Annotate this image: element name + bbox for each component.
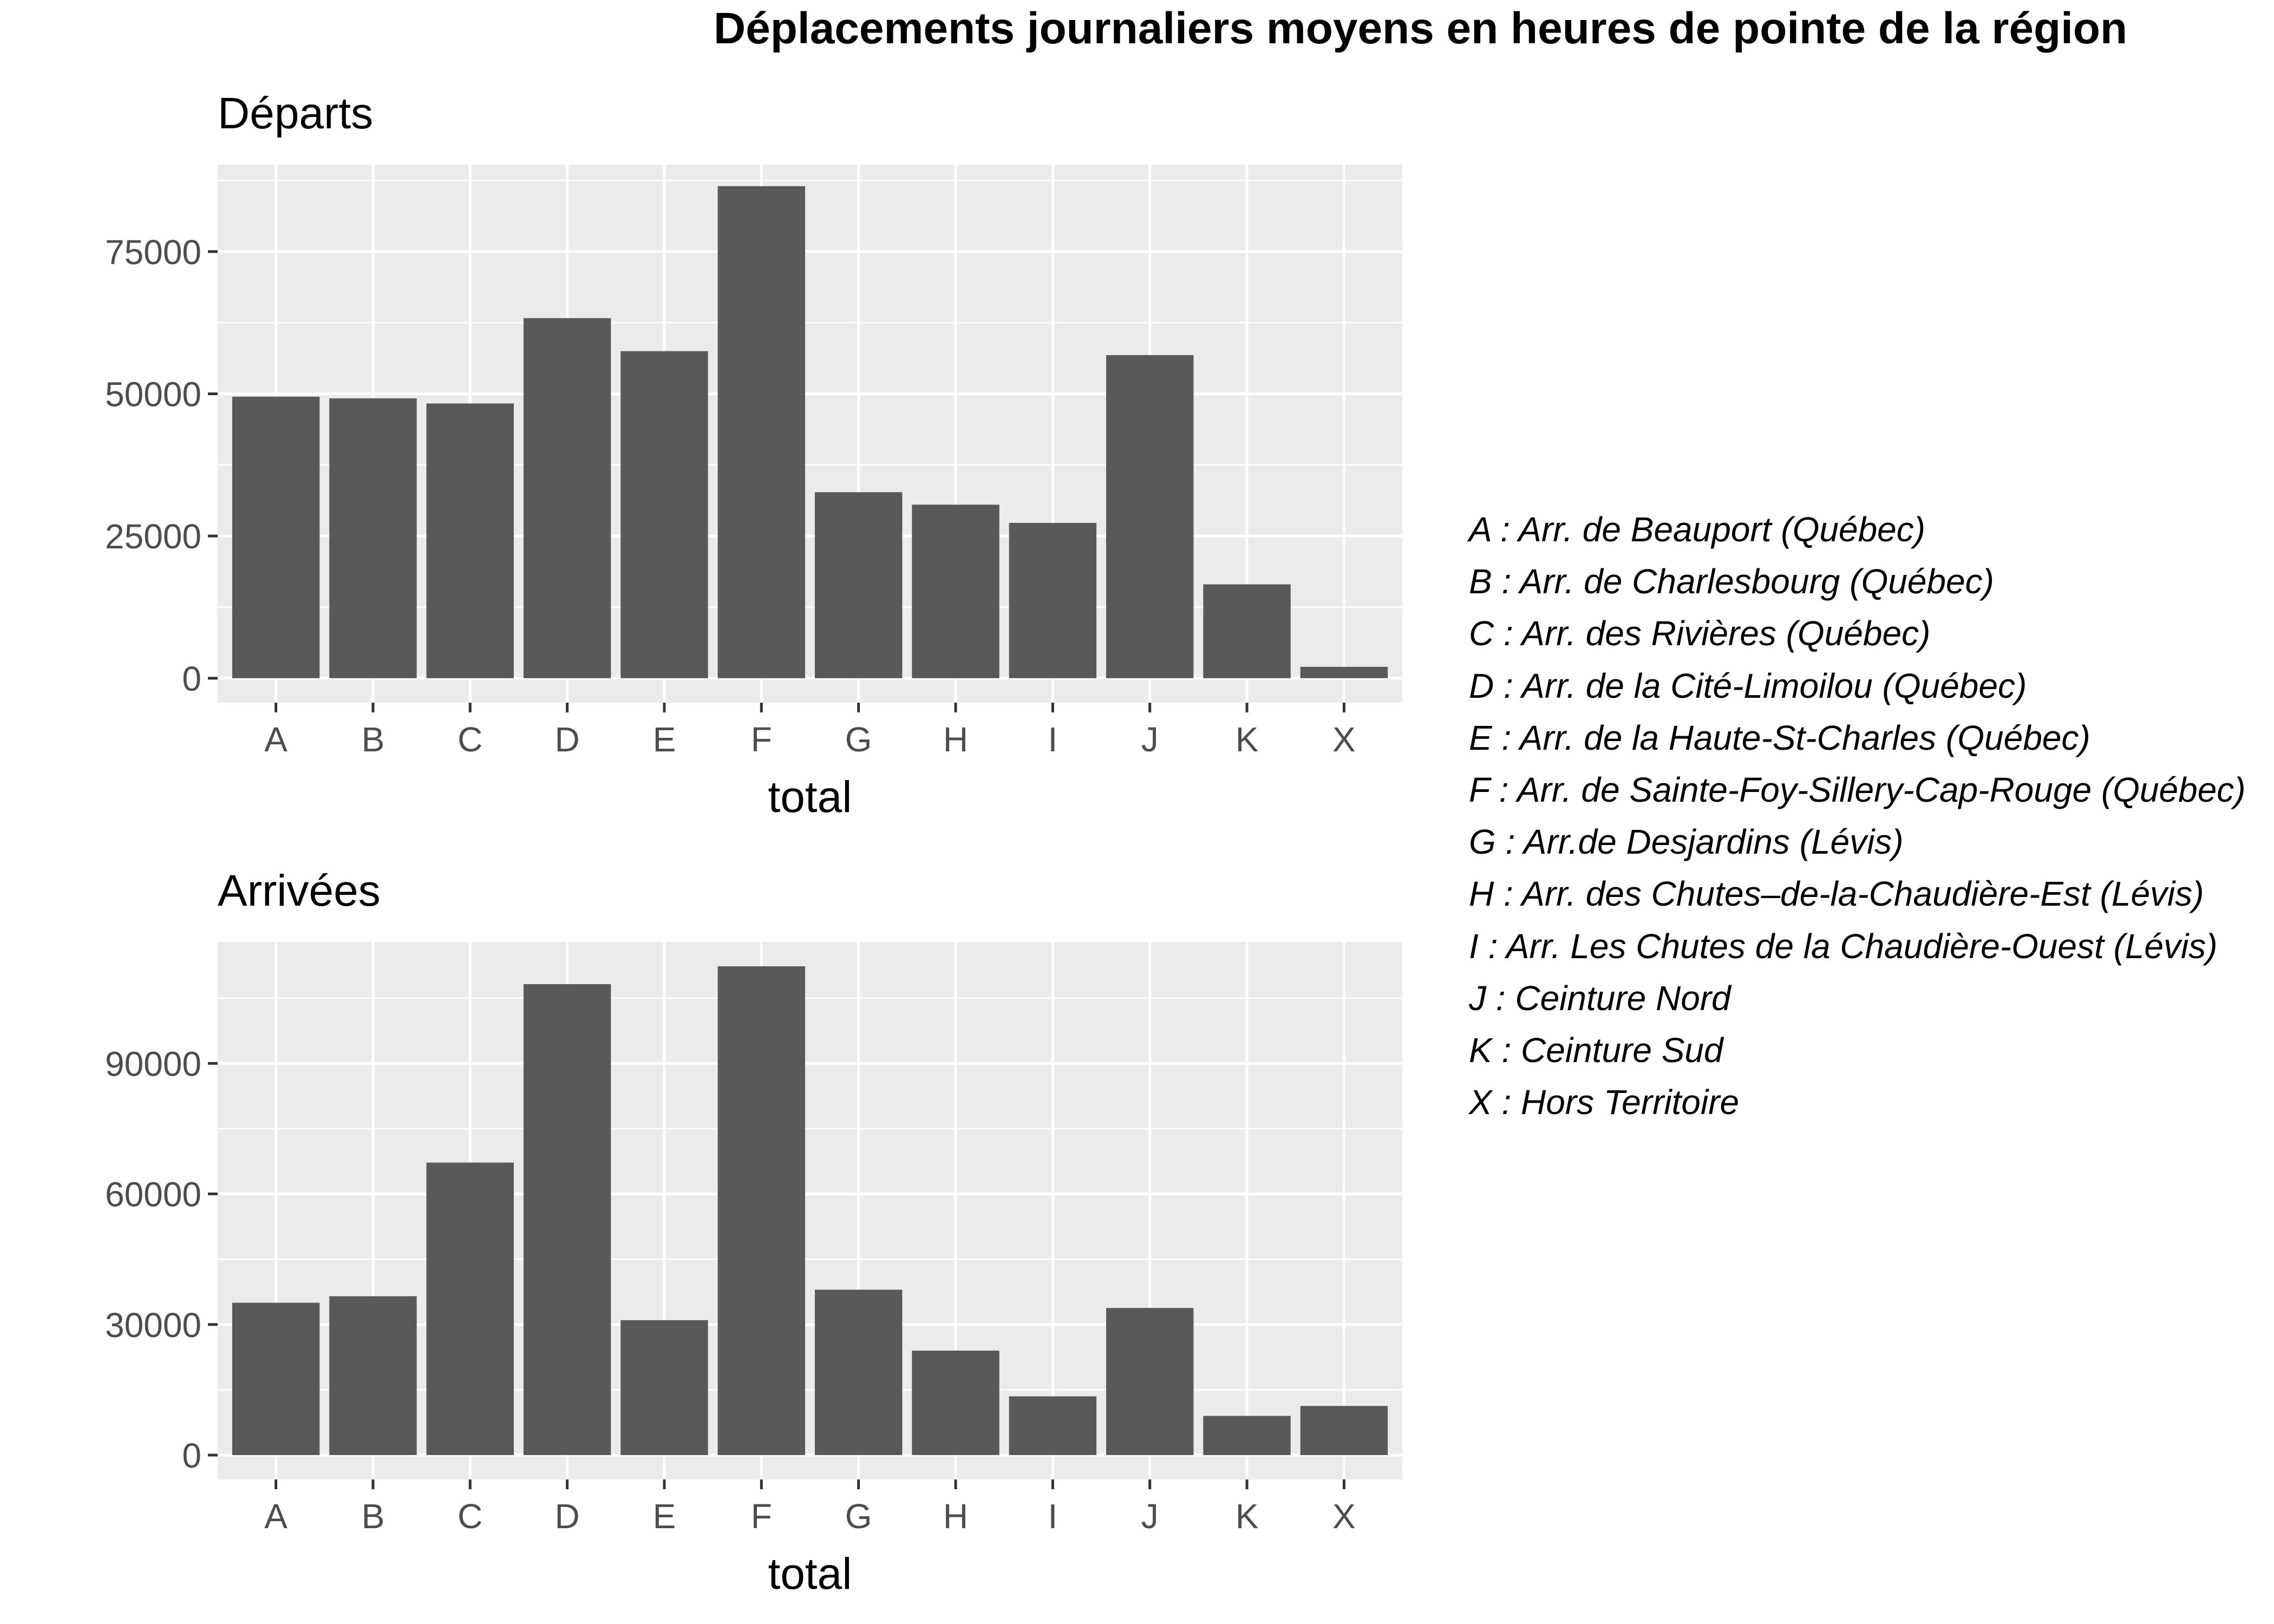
legend-item-h: H : Arr. des Chutes–de-la-Chaudière-Est … xyxy=(1469,874,2204,914)
legend-item-d: D : Arr. de la Cité-Limoilou (Québec) xyxy=(1469,666,2027,705)
departs-x-tick-label: D xyxy=(555,720,580,759)
departs-bar-b xyxy=(329,398,417,678)
departs-x-tick-label: A xyxy=(264,720,287,759)
legend-item-e: E : Arr. de la Haute-St-Charles (Québec) xyxy=(1469,718,2090,757)
departs-x-tick-label: I xyxy=(1048,720,1057,759)
arrivees-x-tick-label: A xyxy=(264,1497,287,1536)
departs-x-tick-label: J xyxy=(1141,720,1159,759)
legend-item-i: I : Arr. Les Chutes de la Chaudière-Oues… xyxy=(1469,926,2218,966)
arrivees-x-tick-label: B xyxy=(362,1497,385,1536)
arrivees-x-tick-label: H xyxy=(943,1497,968,1536)
legend-item-k: K : Ceinture Sud xyxy=(1469,1030,1723,1070)
arrivees-bar-c xyxy=(426,1162,514,1455)
arrivees-x-tick-label: C xyxy=(458,1497,482,1536)
departs-y-tick-label: 25000 xyxy=(105,517,201,556)
departs-bar-j xyxy=(1106,355,1194,678)
departs-x-tick-label: C xyxy=(458,720,482,759)
arrivees-x-tick-label: I xyxy=(1048,1497,1057,1536)
legend-item-c: C : Arr. des Rivières (Québec) xyxy=(1469,614,1931,653)
arrivees-bar-i xyxy=(1009,1396,1097,1455)
legend-item-j: J : Ceinture Nord xyxy=(1469,978,1731,1018)
departs-x-tick-label: B xyxy=(362,720,385,759)
departs-bar-d xyxy=(523,318,611,678)
departs-bar-k xyxy=(1203,584,1291,678)
arrivees-bar-d xyxy=(523,984,611,1455)
arrivees-x-tick-label: G xyxy=(845,1497,872,1536)
arrivees-bar-h xyxy=(912,1351,999,1455)
arrivees-bar-x xyxy=(1300,1406,1388,1455)
arrivees-bar-g xyxy=(814,1289,903,1455)
arrivees-bar-b xyxy=(329,1296,417,1455)
arrivees-bar-e xyxy=(620,1320,708,1455)
legend-item-g: G : Arr.de Desjardins (Lévis) xyxy=(1469,822,1904,862)
departs-x-tick-label: X xyxy=(1332,720,1356,759)
departs-bar-i xyxy=(1009,522,1097,678)
departs-x-tick-label: H xyxy=(943,720,968,759)
departs-bar-f xyxy=(717,186,806,678)
departs-x-axis-label: total xyxy=(768,772,852,822)
arrivees-y-tick-label: 30000 xyxy=(105,1306,201,1345)
departs-bar-h xyxy=(912,505,999,678)
departs-x-tick-label: G xyxy=(845,720,872,759)
arrivees-panel-title: Arrivées xyxy=(218,866,381,915)
arrivees-x-tick-label: F xyxy=(751,1497,772,1536)
legend-item-b: B : Arr. de Charlesbourg (Québec) xyxy=(1469,562,1994,601)
departs-x-tick-label: K xyxy=(1236,720,1259,759)
departs-y-tick-label: 50000 xyxy=(105,375,201,414)
arrivees-y-tick-label: 90000 xyxy=(105,1044,201,1083)
departs-x-tick-label: F xyxy=(751,720,772,759)
departs-bar-x xyxy=(1300,666,1388,678)
departs-bar-c xyxy=(426,403,514,678)
arrivees-bar-a xyxy=(232,1302,320,1455)
departs-bar-g xyxy=(814,492,903,678)
departs-y-tick-label: 0 xyxy=(182,659,201,698)
legend-item-x: X : Hors Territoire xyxy=(1469,1083,1740,1122)
arrivees-bar-j xyxy=(1106,1308,1194,1455)
arrivees-x-tick-label: X xyxy=(1332,1497,1356,1536)
arrivees-y-tick-label: 60000 xyxy=(105,1175,201,1214)
arrivees-x-tick-label: D xyxy=(555,1497,580,1536)
legend-item-f: F : Arr. de Sainte-Foy-Sillery-Cap-Rouge… xyxy=(1469,770,2246,809)
arrivees-x-tick-label: J xyxy=(1141,1497,1159,1536)
departs-bar-e xyxy=(620,351,708,678)
legend-item-a: A : Arr. de Beauport (Québec) xyxy=(1469,510,1926,549)
legend: A : Arr. de Beauport (Québec) B : Arr. d… xyxy=(1469,503,2246,1128)
arrivees-y-tick-label: 0 xyxy=(182,1436,201,1475)
departs-y-tick-label: 75000 xyxy=(105,233,201,272)
main-title: Déplacements journaliers moyens en heure… xyxy=(714,4,2128,53)
arrivees-bar-k xyxy=(1203,1416,1291,1455)
arrivees-bar-f xyxy=(717,966,806,1455)
arrivees-x-tick-label: E xyxy=(653,1497,676,1536)
arrivees-x-axis-label: total xyxy=(768,1549,852,1599)
arrivees-x-tick-label: K xyxy=(1236,1497,1259,1536)
departs-x-tick-label: E xyxy=(653,720,676,759)
departs-bar-a xyxy=(232,396,320,678)
departs-panel-title: Départs xyxy=(218,89,373,138)
